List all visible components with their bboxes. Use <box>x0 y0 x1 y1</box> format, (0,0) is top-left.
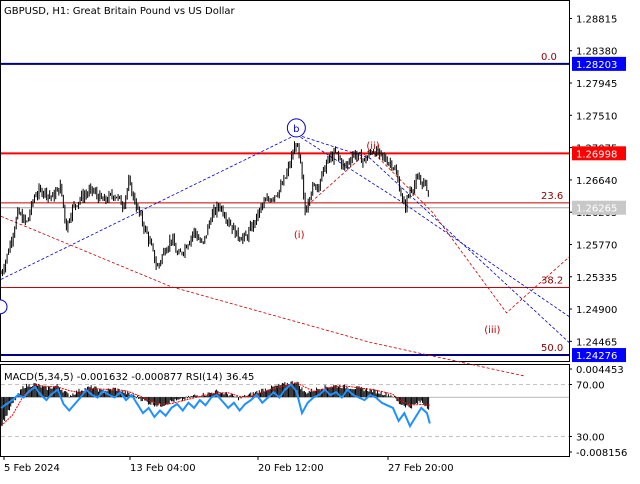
y-tick-label: 1.25335 <box>576 273 617 284</box>
trend-line-blue-channel-lower <box>296 134 570 317</box>
fib-label-fib-23.6: 23.6 <box>541 191 563 202</box>
y-tick-label: 1.28815 <box>576 14 617 25</box>
indicator-tick-label: 30.00 <box>576 433 605 444</box>
price-tag-fib-0.0: 1.28203 <box>576 60 617 71</box>
fib-label-fib-0.0: 0.0 <box>541 52 557 63</box>
wave-label-(iii): (iii) <box>484 325 500 336</box>
indicator-tick-label: 0.004453 <box>576 365 624 376</box>
y-tick-label: 1.28380 <box>576 47 617 58</box>
axis-layer: 1.288151.283801.279451.275101.270751.266… <box>3 14 627 474</box>
trend-line-red-channel-lower <box>0 215 524 377</box>
x-tick-label: 20 Feb 12:00 <box>258 463 324 474</box>
price-levels-layer: 0.0 23.6 38.2 50.0 <box>1 52 569 357</box>
y-tick-label: 1.24900 <box>576 305 617 316</box>
price-tag-fib-50.0: 1.24276 <box>576 351 617 362</box>
y-tick-label: 1.27945 <box>576 79 617 90</box>
fib-label-fib-38.2: 38.2 <box>541 276 563 287</box>
indicator-tick-label: 70.00 <box>576 381 605 392</box>
indicator-tick-label: -0.008156 <box>576 448 627 459</box>
wave-label-(ii): (ii) <box>366 141 379 152</box>
wave-label-(i): (i) <box>294 230 305 241</box>
wave-label-edge-circle <box>0 299 8 315</box>
macd-signal-line <box>0 382 430 427</box>
price-tag-resistance: 1.26998 <box>576 149 617 160</box>
price-tag-bg-current <box>572 200 626 215</box>
main-panel-frame <box>0 0 570 362</box>
y-tick-label: 1.26640 <box>576 176 617 187</box>
y-tick-label: 1.25770 <box>576 240 617 251</box>
indicator-series-layer <box>0 380 569 437</box>
trend-lines-layer <box>0 134 570 377</box>
price-tag-bg-fib-0.0 <box>572 56 626 71</box>
x-tick-label: 5 Feb 2024 <box>4 463 60 474</box>
chart-title: GBPUSD, H1: Great Britain Pound vs US Do… <box>4 6 236 17</box>
y-tick-label: 1.24465 <box>576 337 617 348</box>
x-tick-label: 13 Feb 04:00 <box>130 463 196 474</box>
wave-label-circle <box>286 118 306 138</box>
price-tag-current: 1.26265 <box>576 204 617 215</box>
y-tick-label: 1.27510 <box>576 111 617 122</box>
trend-line-blue-channel-upper <box>0 134 570 343</box>
trend-line-red-wave-path <box>307 148 570 314</box>
rsi-line <box>0 383 431 429</box>
indicator-label: MACD(5,34,5) -0.001632 -0.000877 RSI(14)… <box>4 372 254 383</box>
fib-label-fib-50.0: 50.0 <box>541 343 563 354</box>
price-tag-bg-resistance <box>572 146 626 161</box>
price-series-layer <box>0 141 429 277</box>
x-tick-label: 27 Feb 20:00 <box>388 463 454 474</box>
wave-label-b: b <box>293 124 299 135</box>
price-tag-bg-fib-50.0 <box>572 348 626 363</box>
wave-labels-layer: b (ii) (i) (iii) <box>0 118 500 336</box>
